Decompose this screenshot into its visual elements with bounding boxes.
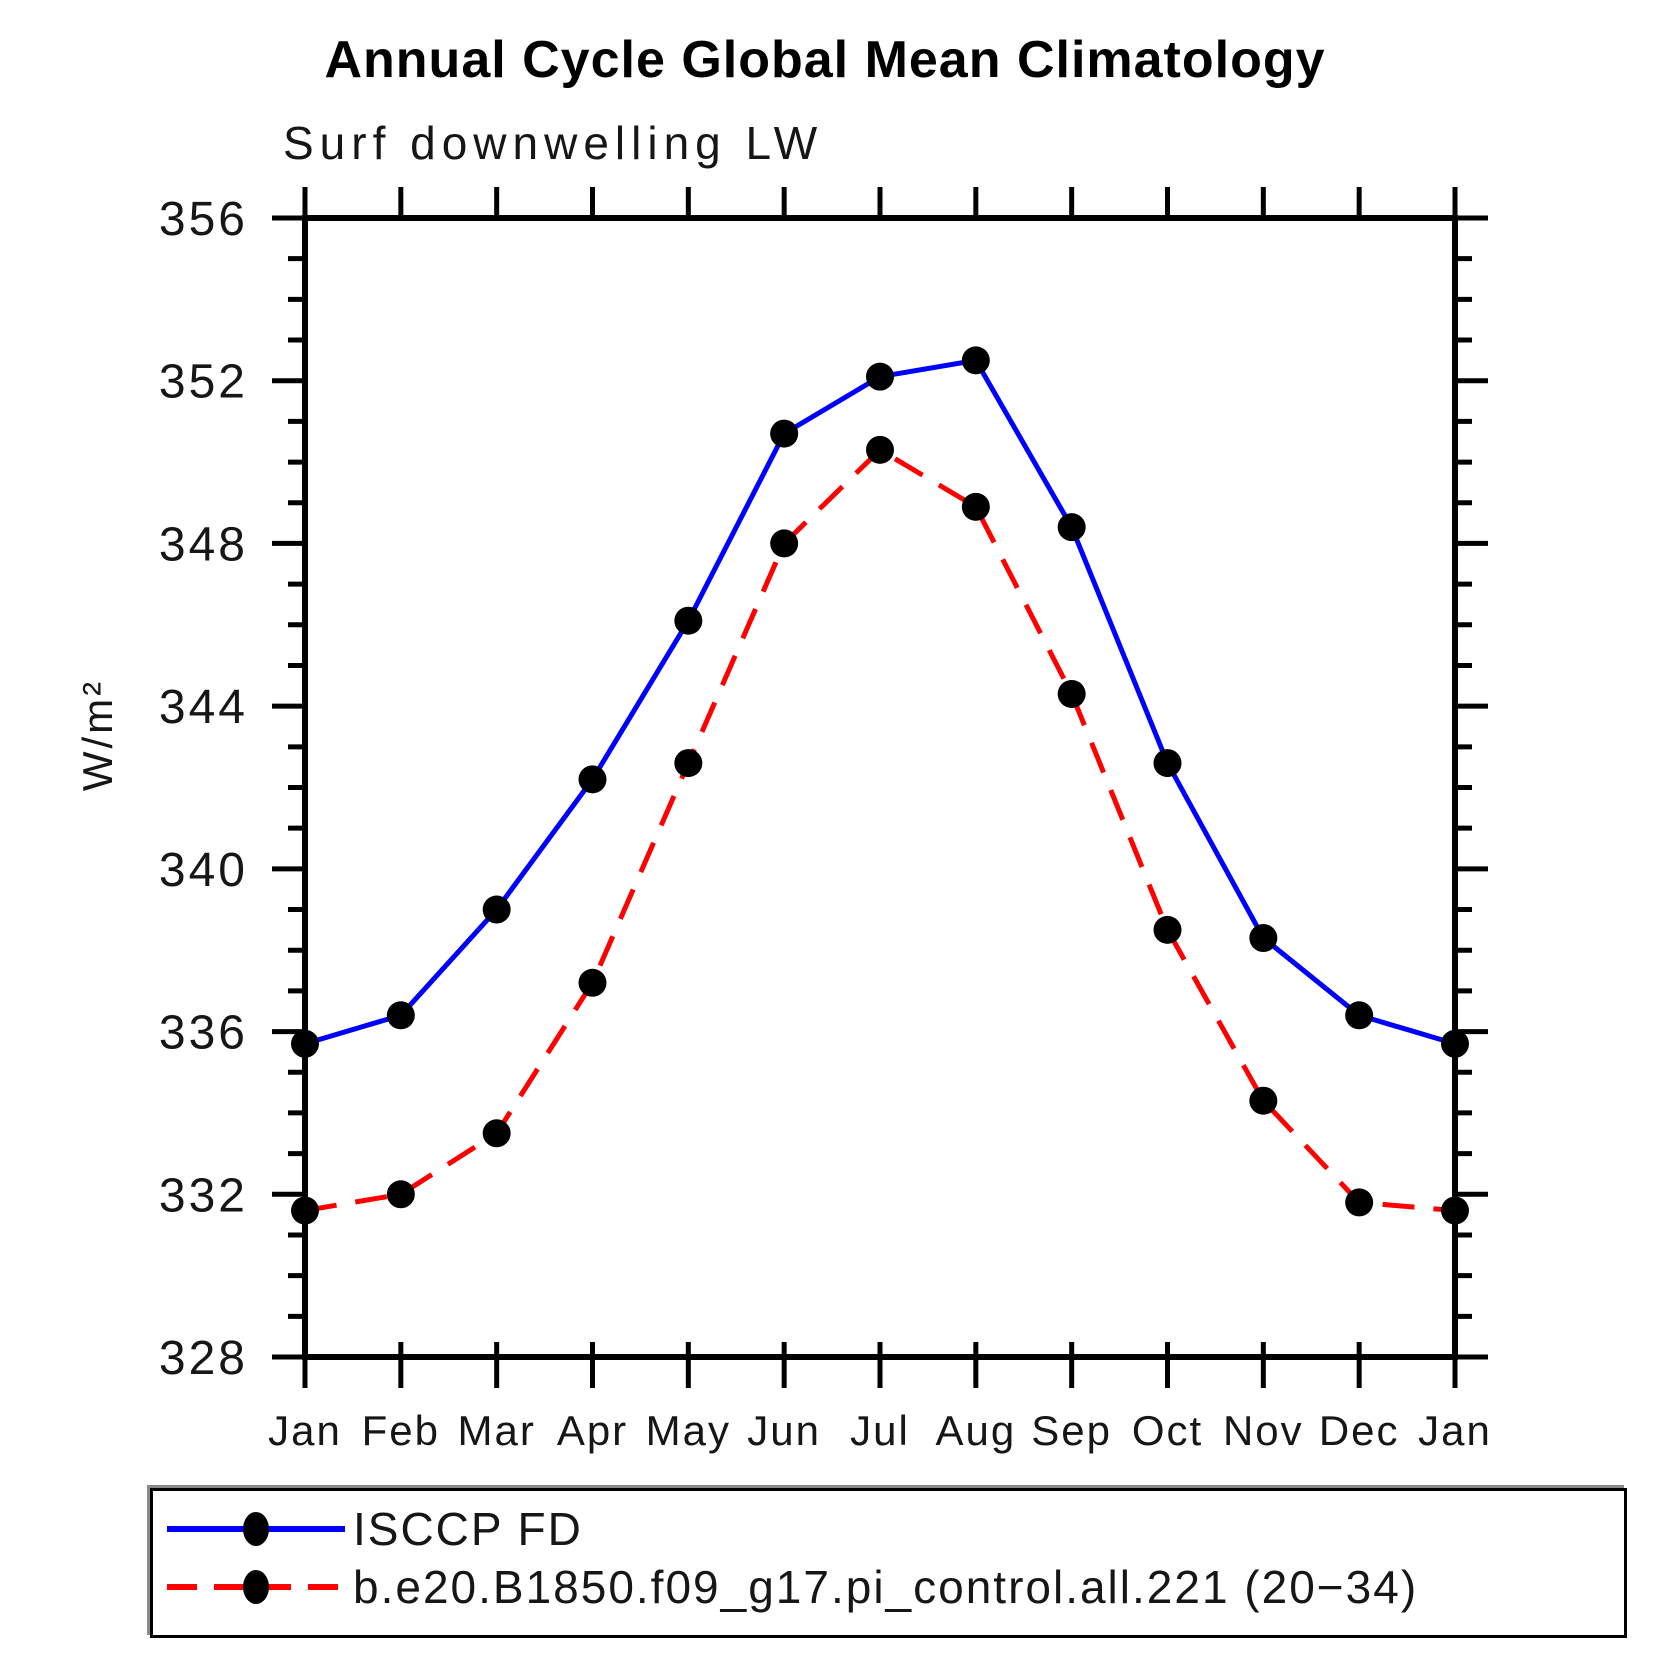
data-point [866, 362, 894, 391]
legend-marker-dot [243, 1570, 269, 1604]
y-axis-title: W/m² [74, 679, 121, 791]
data-point [770, 529, 799, 558]
x-tick-label: Jun [747, 1407, 821, 1454]
x-tick-label: Jul [850, 1407, 910, 1454]
x-tick-label: Dec [1319, 1407, 1400, 1454]
x-tick-label: May [646, 1407, 731, 1454]
x-tick-label: Jan [268, 1407, 342, 1454]
data-point [1441, 1029, 1469, 1058]
legend-item-model: b.e20.B1850.f09_g17.pi_control.all.221 (… [163, 1561, 1418, 1613]
data-point [386, 1180, 415, 1209]
data-point [1249, 924, 1278, 953]
data-point [1057, 679, 1086, 708]
data-point [291, 1196, 319, 1225]
data-point [961, 346, 990, 375]
legend-box: ISCCP FD b.e20.B1850.f09_g17.pi_control.… [150, 1488, 1627, 1638]
data-point [386, 1001, 415, 1030]
y-tick-label: 336 [159, 1007, 248, 1060]
x-tick-label: Nov [1223, 1407, 1304, 1454]
legend-line-sample-solid [167, 1512, 345, 1546]
line-chart-canvas: Jan Feb Mar Apr May Jun Jul Aug Sep Oct Nov Dec Jan 3… [74, 187, 1492, 1454]
data-point [482, 1119, 511, 1148]
data-point [770, 419, 799, 448]
data-point [1249, 1086, 1278, 1115]
chart-title: Annual Cycle Global Mean Climatology [324, 31, 1326, 89]
data-point [578, 968, 607, 997]
x-tick-label: Apr [557, 1407, 628, 1454]
y-tick-label: 344 [159, 681, 248, 734]
x-tick-label: Aug [935, 1407, 1016, 1454]
data-point [1345, 1188, 1374, 1217]
legend-label: ISCCP FD [353, 1503, 583, 1555]
y-tick-label: 340 [159, 844, 248, 897]
data-point [961, 492, 990, 521]
data-point [291, 1029, 319, 1058]
legend-label: b.e20.B1850.f09_g17.pi_control.all.221 (… [353, 1561, 1419, 1613]
data-point [1345, 1001, 1374, 1030]
y-tick-label: 356 [159, 193, 248, 246]
plot-frame [302, 215, 1458, 1360]
x-tick-label: Oct [1132, 1407, 1203, 1454]
data-point [674, 606, 703, 635]
y-tick-label: 328 [159, 1332, 248, 1385]
data-point [1153, 915, 1182, 944]
legend-marker-dot [243, 1512, 269, 1546]
y-tick-label: 348 [159, 518, 248, 571]
data-point [1153, 749, 1182, 778]
y-tick-label: 352 [159, 356, 248, 409]
y-tick-label: 332 [159, 1169, 248, 1222]
data-point [482, 895, 511, 924]
data-point [1057, 513, 1086, 542]
data-point [866, 435, 894, 464]
chart-subtitle: Surf downwelling LW [283, 117, 824, 169]
x-tick-label: Jan [1418, 1407, 1492, 1454]
legend-line-sample-dashed [167, 1570, 345, 1604]
data-point [578, 765, 607, 794]
data-point [674, 749, 703, 778]
data-point [1441, 1196, 1469, 1225]
x-tick-label: Feb [362, 1407, 440, 1454]
x-tick-label: Sep [1031, 1407, 1112, 1454]
series-line-1 [304, 446, 1456, 1214]
legend-item-isccp: ISCCP FD [163, 1503, 583, 1555]
x-tick-label: Mar [457, 1407, 535, 1454]
